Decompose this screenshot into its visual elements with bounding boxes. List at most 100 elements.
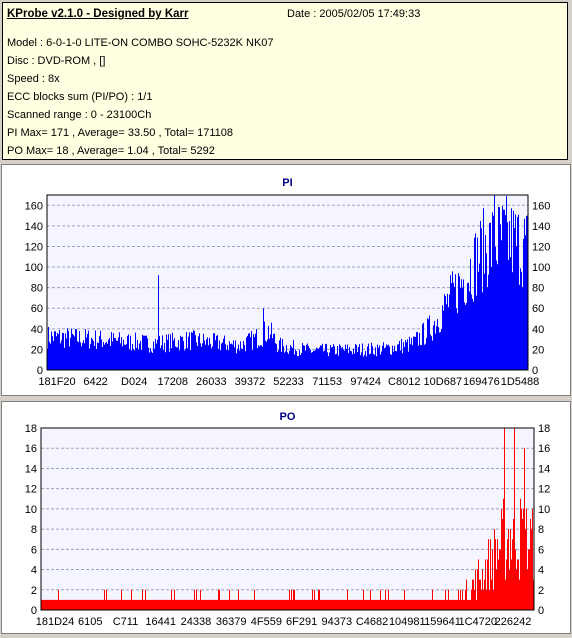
data-bar	[434, 320, 435, 370]
data-bar	[336, 353, 337, 370]
y-tick-label-right: 12	[538, 484, 550, 496]
data-bar	[194, 331, 195, 370]
data-bar	[488, 539, 489, 610]
data-bar	[75, 329, 76, 370]
data-bar	[97, 342, 98, 370]
data-bar	[121, 589, 122, 610]
data-bar	[225, 599, 226, 610]
data-bar	[276, 599, 277, 610]
data-bar	[68, 330, 69, 370]
data-bar	[276, 344, 277, 370]
data-bar	[354, 599, 355, 610]
x-tick-label: 10D687	[424, 376, 463, 388]
data-bar	[408, 351, 409, 370]
data-bar	[319, 347, 320, 370]
data-bar	[210, 599, 211, 610]
data-bar	[129, 349, 130, 370]
data-bar	[86, 337, 87, 370]
data-bar	[514, 428, 515, 610]
data-bar	[453, 282, 454, 370]
data-bar	[94, 599, 95, 610]
data-bar	[150, 348, 151, 370]
data-bar	[363, 589, 364, 610]
data-bar	[72, 333, 73, 370]
data-bar	[424, 599, 425, 610]
data-bar	[67, 328, 68, 370]
data-bar	[463, 279, 464, 370]
data-bar	[227, 599, 228, 610]
data-bar	[212, 599, 213, 610]
data-bar	[405, 599, 406, 610]
data-bar	[413, 599, 414, 610]
data-bar	[364, 354, 365, 370]
data-bar	[237, 599, 238, 610]
data-bar	[175, 346, 176, 370]
data-bar	[247, 599, 248, 610]
data-bar	[111, 332, 112, 370]
data-bar	[530, 519, 531, 610]
data-bar	[151, 351, 152, 370]
data-bar	[451, 283, 452, 370]
data-bar	[505, 215, 506, 370]
data-bar	[179, 599, 180, 610]
data-bar	[516, 246, 517, 370]
data-bar	[193, 599, 194, 610]
pi-stats-line: PI Max= 171 , Average= 33.50 , Total= 17…	[7, 127, 233, 139]
data-bar	[255, 333, 256, 370]
data-bar	[410, 344, 411, 370]
data-bar	[77, 341, 78, 370]
data-bar	[480, 579, 481, 610]
data-bar	[430, 599, 431, 610]
data-bar	[131, 350, 132, 370]
data-bar	[409, 599, 410, 610]
data-bar	[425, 343, 426, 370]
data-bar	[278, 599, 279, 610]
data-bar	[385, 347, 386, 370]
data-bar	[406, 599, 407, 610]
data-bar	[264, 321, 265, 370]
data-bar	[205, 599, 206, 610]
data-bar	[358, 346, 359, 370]
data-bar	[100, 599, 101, 610]
data-bar	[348, 353, 349, 370]
data-bar	[359, 344, 360, 370]
data-bar	[314, 350, 315, 370]
data-bar	[407, 339, 408, 370]
data-bar	[498, 559, 499, 610]
data-bar	[121, 337, 122, 370]
data-bar	[313, 350, 314, 370]
data-bar	[126, 599, 127, 610]
data-bar	[228, 350, 229, 370]
data-bar	[471, 589, 472, 610]
data-bar	[458, 273, 459, 370]
data-bar	[487, 559, 488, 610]
data-bar	[396, 599, 397, 610]
data-bar	[394, 599, 395, 610]
data-bar	[89, 599, 90, 610]
data-bar	[501, 508, 502, 610]
data-bar	[380, 354, 381, 370]
data-bar	[217, 599, 218, 610]
data-bar	[117, 340, 118, 370]
data-bar	[339, 344, 340, 370]
data-bar	[478, 271, 479, 370]
data-bar	[400, 599, 401, 610]
data-bar	[200, 343, 201, 370]
data-bar	[343, 599, 344, 610]
data-bar	[141, 599, 142, 610]
data-bar	[257, 348, 258, 370]
data-bar	[381, 599, 382, 610]
data-bar	[222, 342, 223, 370]
data-bar	[245, 351, 246, 370]
data-bar	[376, 599, 377, 610]
data-bar	[162, 335, 163, 370]
data-bar	[342, 347, 343, 370]
data-bar	[184, 350, 185, 370]
data-bar	[293, 589, 294, 610]
data-bar	[224, 335, 225, 370]
data-bar	[444, 599, 445, 610]
data-bar	[146, 335, 147, 370]
data-bar	[170, 334, 171, 370]
data-bar	[90, 344, 91, 370]
data-bar	[335, 354, 336, 370]
